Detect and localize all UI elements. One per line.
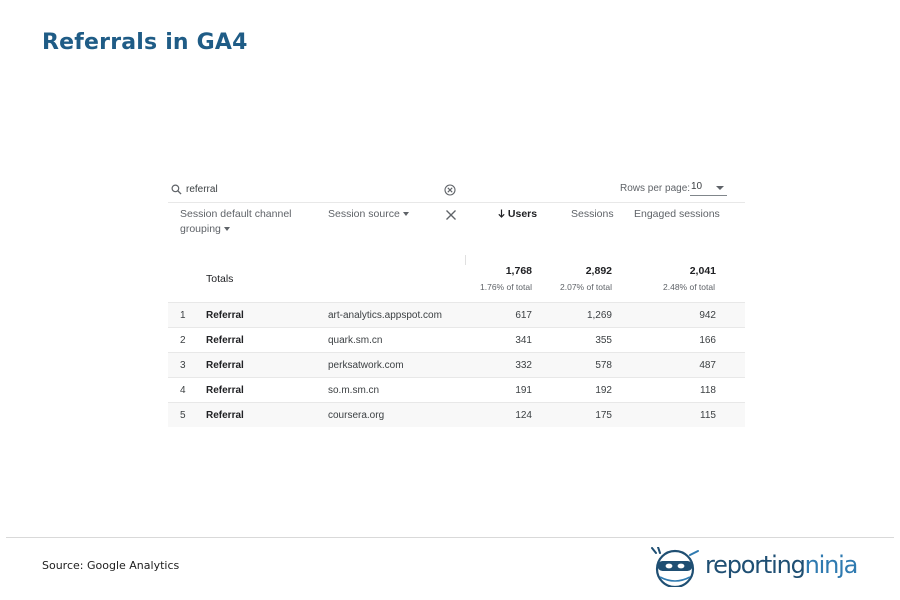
search-icon	[171, 184, 182, 195]
totals-sessions-pct: 2.07% of total	[560, 282, 612, 292]
logo-wordmark: reportingninja	[705, 551, 859, 579]
column-header-sessions[interactable]: Sessions	[571, 207, 614, 222]
ninja-logo-icon	[651, 547, 699, 587]
reportingninja-logo: reportingninja	[650, 547, 860, 589]
table-row[interactable]: 4 Referral so.m.sm.cn 191 192 118	[168, 377, 745, 402]
rows-per-page-value: 10	[691, 181, 703, 192]
table-row[interactable]: 3 Referral perksatwork.com 332 578 487	[168, 352, 745, 377]
clear-circle-icon[interactable]	[444, 184, 456, 196]
rows-per-page-label: Rows per page:	[620, 183, 691, 194]
close-icon[interactable]	[445, 209, 457, 221]
logo-word-reporting: reporting	[705, 551, 806, 579]
column-header-label: Users	[507, 208, 538, 220]
caret-down-icon	[402, 212, 409, 217]
row-source: so.m.sm.cn	[328, 385, 380, 396]
column-header-channel-grouping[interactable]: Session default channel grouping	[180, 207, 310, 237]
row-source: perksatwork.com	[328, 360, 404, 371]
caret-down-icon	[716, 186, 724, 190]
column-header-label: Sessions	[571, 208, 614, 220]
page-title: Referrals in GA4	[42, 30, 248, 55]
column-divider	[465, 255, 466, 265]
row-index: 5	[180, 410, 186, 421]
row-sessions: 175	[595, 410, 612, 421]
footer-divider	[6, 537, 894, 538]
row-users: 341	[515, 335, 532, 346]
row-channel: Referral	[206, 410, 244, 421]
row-channel: Referral	[206, 335, 244, 346]
row-engaged-sessions: 166	[699, 335, 716, 346]
row-channel: Referral	[206, 310, 244, 321]
row-users: 332	[515, 360, 532, 371]
totals-users-pct: 1.76% of total	[480, 282, 532, 292]
column-header-label: Session default channel grouping	[180, 208, 292, 235]
row-sessions: 1,269	[586, 310, 612, 321]
totals-label: Totals	[206, 273, 234, 285]
table-toolbar: Rows per page: 10	[168, 175, 745, 203]
source-note: Source: Google Analytics	[42, 559, 180, 572]
row-engaged-sessions: 942	[699, 310, 716, 321]
caret-down-icon	[223, 227, 230, 232]
totals-users: 1,768	[505, 265, 532, 277]
column-header-label: Engaged sessions	[634, 208, 720, 220]
row-sessions: 355	[595, 335, 612, 346]
column-header-users[interactable]: Users	[498, 207, 537, 222]
row-users: 617	[515, 310, 532, 321]
ga4-report-table: Rows per page: 10 Session default channe…	[168, 175, 745, 431]
search-input[interactable]	[186, 181, 436, 197]
column-header-session-source[interactable]: Session source	[328, 207, 409, 222]
arrow-down-icon	[498, 209, 505, 218]
row-index: 2	[180, 335, 186, 346]
row-users: 191	[515, 385, 532, 396]
row-channel: Referral	[206, 385, 244, 396]
row-sessions: 578	[595, 360, 612, 371]
row-users: 124	[515, 410, 532, 421]
row-index: 4	[180, 385, 186, 396]
row-source: quark.sm.cn	[328, 335, 383, 346]
row-sessions: 192	[595, 385, 612, 396]
row-engaged-sessions: 115	[700, 410, 716, 421]
table-row[interactable]: 5 Referral coursera.org 124 175 115	[168, 402, 745, 427]
totals-engaged-sessions-pct: 2.48% of total	[663, 282, 715, 292]
totals-engaged-sessions: 2,041	[689, 265, 716, 277]
row-index: 3	[180, 360, 186, 371]
row-engaged-sessions: 487	[699, 360, 716, 371]
row-source: art-analytics.appspot.com	[328, 310, 442, 321]
row-engaged-sessions: 118	[700, 385, 716, 396]
column-header-engaged-sessions[interactable]: Engaged sessions	[634, 207, 720, 222]
totals-sessions: 2,892	[585, 265, 612, 277]
rows-per-page-select[interactable]: 10	[690, 179, 727, 196]
row-index: 1	[180, 310, 186, 321]
row-channel: Referral	[206, 360, 244, 371]
column-header-label: Session source	[328, 208, 400, 220]
table-row[interactable]: 2 Referral quark.sm.cn 341 355 166	[168, 327, 745, 352]
row-source: coursera.org	[328, 410, 385, 421]
logo-word-ninja: ninja	[804, 551, 859, 579]
table-row[interactable]: 1 Referral art-analytics.appspot.com 617…	[168, 302, 745, 327]
